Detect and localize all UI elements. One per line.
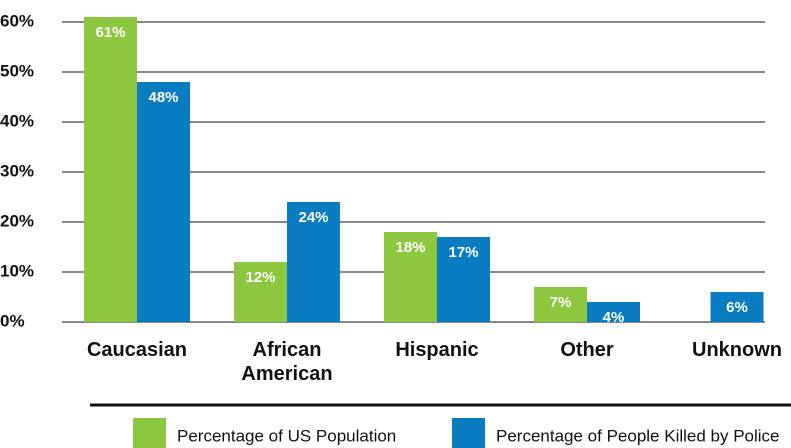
bar (137, 82, 190, 322)
y-tick-label: 0% (0, 311, 25, 330)
value-label: 24% (298, 209, 328, 226)
bar (287, 202, 340, 322)
value-label: 4% (603, 309, 625, 326)
value-label: 7% (550, 294, 572, 311)
value-label: 12% (245, 269, 275, 286)
x-tick-label: Hispanic (395, 339, 479, 361)
bar (84, 17, 137, 322)
legend-label: Percentage of People Killed by Police (496, 426, 780, 445)
value-label: 48% (148, 89, 178, 106)
x-tick-label: Other (560, 339, 614, 361)
y-tick-label: 40% (0, 111, 34, 130)
bar (437, 237, 490, 322)
y-tick-label: 50% (0, 61, 34, 80)
bar (384, 232, 437, 322)
bar (710, 292, 764, 322)
y-tick-label: 60% (0, 11, 34, 30)
value-label: 18% (395, 239, 425, 256)
x-tick-label: Unknown (692, 339, 782, 361)
y-tick-label: 10% (0, 261, 34, 280)
legend-swatch (452, 418, 485, 448)
legend-swatch (133, 418, 166, 448)
value-label: 61% (95, 24, 125, 41)
y-tick-label: 20% (0, 211, 34, 230)
bar (234, 262, 287, 322)
x-tick-label: African American (241, 339, 333, 385)
legend-label: Percentage of US Population (177, 426, 396, 445)
bar (587, 302, 640, 322)
x-tick-label: Caucasian (86, 339, 188, 361)
value-label: 17% (448, 244, 478, 261)
y-tick-label: 30% (0, 161, 34, 180)
bar (534, 287, 587, 322)
value-label: 6% (726, 299, 748, 316)
